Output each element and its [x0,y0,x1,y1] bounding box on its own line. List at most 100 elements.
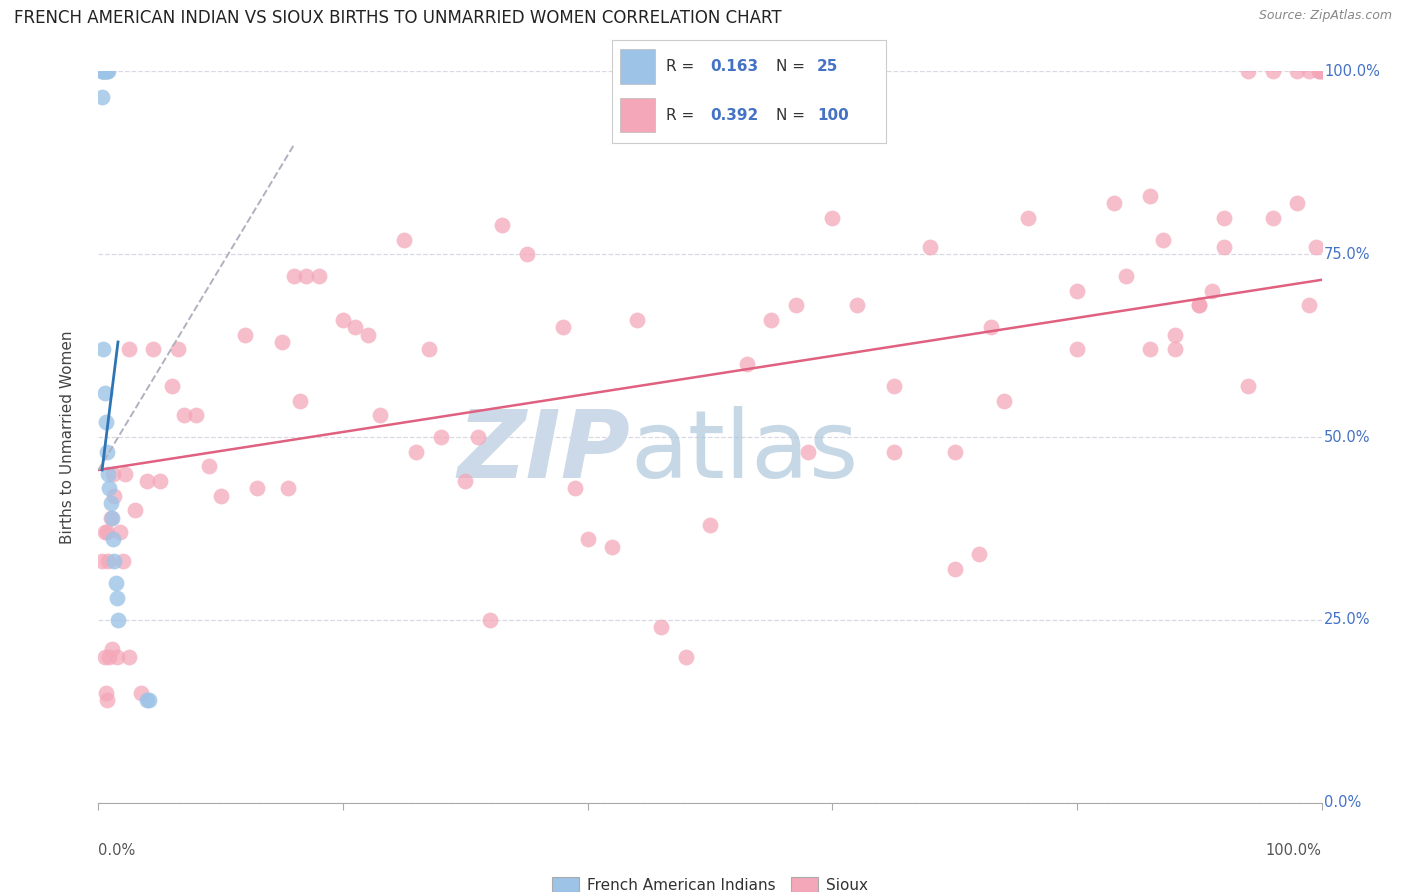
Point [797,444,820,458]
Point [103,489,125,503]
Point [124,503,146,517]
Point [283,269,305,284]
Point [104,576,127,591]
Point [943,444,966,458]
Text: 25: 25 [817,59,838,74]
Point [173,408,195,422]
Y-axis label: Births to Unmarried Women: Births to Unmarried Women [60,330,75,544]
Point [110,525,132,540]
Point [91,554,114,568]
Point [101,510,124,524]
Point [943,562,966,576]
Point [454,474,477,488]
Point [1237,64,1260,78]
Point [246,481,269,495]
Point [160,379,183,393]
Point [91,64,114,78]
Point [1201,284,1223,298]
Point [626,313,648,327]
Point [699,517,721,532]
Point [1310,64,1333,78]
Point [761,313,783,327]
Point [491,218,513,232]
Point [94,64,117,78]
Point [295,269,318,284]
Text: Source: ZipAtlas.com: Source: ZipAtlas.com [1258,9,1392,22]
Point [94,416,117,430]
Point [418,343,440,357]
Point [129,686,152,700]
Text: R =: R = [666,59,700,74]
Point [107,613,129,627]
Point [93,64,115,78]
Point [270,334,294,349]
Text: N =: N = [776,108,806,122]
Point [118,343,141,357]
Point [186,408,208,422]
Point [308,269,330,284]
Point [332,313,354,327]
Point [167,343,190,357]
Point [91,64,114,78]
Point [1305,240,1327,254]
Point [1017,211,1039,225]
Text: ZIP: ZIP [457,406,630,498]
Point [1139,343,1161,357]
Point [1188,298,1211,312]
Point [97,467,120,481]
Point [883,379,905,393]
Point [993,393,1015,408]
Point [1139,188,1161,202]
Point [149,474,172,488]
Text: 100.0%: 100.0% [1324,64,1379,78]
Point [114,467,136,481]
FancyBboxPatch shape [620,49,655,84]
Point [920,240,942,254]
Point [105,591,128,605]
Point [93,64,115,78]
Point [97,554,120,568]
Text: 0.163: 0.163 [710,59,758,74]
Text: 100.0%: 100.0% [1265,843,1322,858]
Text: 25.0%: 25.0% [1324,613,1371,627]
Point [1298,298,1320,312]
Point [675,649,697,664]
Point [138,693,160,707]
Point [103,554,125,568]
Point [118,649,141,664]
Point [1261,64,1284,78]
FancyBboxPatch shape [620,97,655,132]
Text: R =: R = [666,108,700,122]
Point [1310,64,1333,78]
Point [430,430,453,444]
Point [1212,211,1234,225]
Point [1308,64,1330,78]
Point [93,525,115,540]
Point [821,211,844,225]
Point [136,474,159,488]
Point [980,320,1002,334]
Point [1115,269,1137,284]
Text: 0.0%: 0.0% [1324,796,1361,810]
Text: 0.392: 0.392 [710,108,759,122]
Point [96,525,118,540]
Point [1286,196,1309,211]
Point [467,430,489,444]
Point [91,90,114,104]
Point [1261,211,1284,225]
Point [94,686,117,700]
Point [785,298,807,312]
Text: 100: 100 [817,108,849,122]
Point [405,444,427,458]
Point [101,467,124,481]
Point [368,408,391,422]
Point [1298,64,1320,78]
Point [100,496,122,510]
Point [290,393,312,408]
Point [344,320,367,334]
Point [600,540,623,554]
Point [1164,327,1187,342]
Point [576,533,599,547]
Text: 75.0%: 75.0% [1324,247,1371,261]
Point [142,343,165,357]
